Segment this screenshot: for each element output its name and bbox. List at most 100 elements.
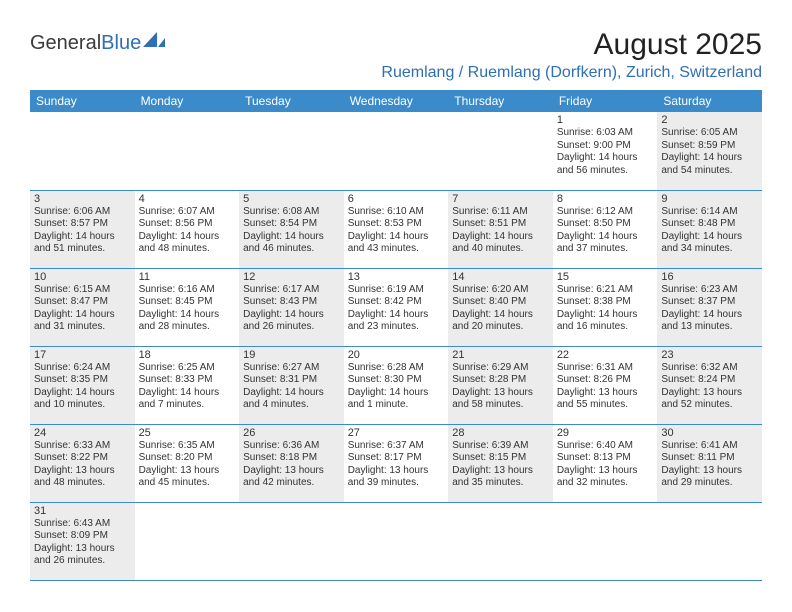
sunrise-line: Sunrise: 6:12 AM	[557, 206, 654, 219]
location-subtitle: Ruemlang / Ruemlang (Dorfkern), Zurich, …	[381, 64, 762, 82]
calendar-cell: 3Sunrise: 6:06 AMSunset: 8:57 PMDaylight…	[30, 190, 135, 268]
daylight-line: and 52 minutes.	[661, 399, 758, 412]
calendar-cell	[448, 502, 553, 580]
daylight-line: Daylight: 14 hours	[661, 309, 758, 322]
daylight-line: Daylight: 14 hours	[452, 309, 549, 322]
calendar-cell: 15Sunrise: 6:21 AMSunset: 8:38 PMDayligh…	[553, 268, 658, 346]
daylight-line: Daylight: 14 hours	[557, 309, 654, 322]
sunset-line: Sunset: 8:11 PM	[661, 452, 758, 465]
sunrise-line: Sunrise: 6:36 AM	[243, 440, 340, 453]
day-number: 31	[34, 505, 131, 517]
day-number: 12	[243, 271, 340, 283]
sunrise-line: Sunrise: 6:23 AM	[661, 284, 758, 297]
daylight-line: Daylight: 13 hours	[34, 543, 131, 556]
calendar-table: Sunday Monday Tuesday Wednesday Thursday…	[30, 90, 762, 581]
daylight-line: Daylight: 14 hours	[34, 387, 131, 400]
sunset-line: Sunset: 8:51 PM	[452, 218, 549, 231]
sunrise-line: Sunrise: 6:06 AM	[34, 206, 131, 219]
calendar-row: 24Sunrise: 6:33 AMSunset: 8:22 PMDayligh…	[30, 424, 762, 502]
sunrise-line: Sunrise: 6:37 AM	[348, 440, 445, 453]
sunrise-line: Sunrise: 6:41 AM	[661, 440, 758, 453]
calendar-cell: 19Sunrise: 6:27 AMSunset: 8:31 PMDayligh…	[239, 346, 344, 424]
logo-text-general: General	[30, 32, 101, 55]
daylight-line: and 45 minutes.	[139, 477, 236, 490]
calendar-cell	[239, 112, 344, 190]
page-title: August 2025	[381, 28, 762, 62]
calendar-cell: 26Sunrise: 6:36 AMSunset: 8:18 PMDayligh…	[239, 424, 344, 502]
sunrise-line: Sunrise: 6:28 AM	[348, 362, 445, 375]
calendar-cell: 24Sunrise: 6:33 AMSunset: 8:22 PMDayligh…	[30, 424, 135, 502]
daylight-line: and 48 minutes.	[34, 477, 131, 490]
calendar-cell: 21Sunrise: 6:29 AMSunset: 8:28 PMDayligh…	[448, 346, 553, 424]
day-number: 4	[139, 193, 236, 205]
calendar-cell: 23Sunrise: 6:32 AMSunset: 8:24 PMDayligh…	[657, 346, 762, 424]
sunset-line: Sunset: 8:22 PM	[34, 452, 131, 465]
sunrise-line: Sunrise: 6:24 AM	[34, 362, 131, 375]
day-number: 23	[661, 349, 758, 361]
daylight-line: and 55 minutes.	[557, 399, 654, 412]
calendar-cell: 10Sunrise: 6:15 AMSunset: 8:47 PMDayligh…	[30, 268, 135, 346]
title-block: August 2025 Ruemlang / Ruemlang (Dorfker…	[381, 28, 762, 82]
day-number: 14	[452, 271, 549, 283]
sunset-line: Sunset: 8:57 PM	[34, 218, 131, 231]
daylight-line: Daylight: 14 hours	[243, 309, 340, 322]
day-number: 15	[557, 271, 654, 283]
calendar-cell	[30, 112, 135, 190]
calendar-cell: 8Sunrise: 6:12 AMSunset: 8:50 PMDaylight…	[553, 190, 658, 268]
daylight-line: Daylight: 13 hours	[348, 465, 445, 478]
sunset-line: Sunset: 8:33 PM	[139, 374, 236, 387]
sunset-line: Sunset: 9:00 PM	[557, 140, 654, 153]
day-number: 29	[557, 427, 654, 439]
daylight-line: Daylight: 14 hours	[348, 231, 445, 244]
daylight-line: and 43 minutes.	[348, 243, 445, 256]
logo-sail-icon	[143, 31, 165, 55]
calendar-cell: 7Sunrise: 6:11 AMSunset: 8:51 PMDaylight…	[448, 190, 553, 268]
calendar-cell: 14Sunrise: 6:20 AMSunset: 8:40 PMDayligh…	[448, 268, 553, 346]
sunset-line: Sunset: 8:48 PM	[661, 218, 758, 231]
sunset-line: Sunset: 8:20 PM	[139, 452, 236, 465]
sunset-line: Sunset: 8:43 PM	[243, 296, 340, 309]
calendar-cell: 20Sunrise: 6:28 AMSunset: 8:30 PMDayligh…	[344, 346, 449, 424]
daylight-line: Daylight: 13 hours	[557, 465, 654, 478]
day-number: 18	[139, 349, 236, 361]
daylight-line: Daylight: 13 hours	[243, 465, 340, 478]
sunrise-line: Sunrise: 6:33 AM	[34, 440, 131, 453]
sunset-line: Sunset: 8:56 PM	[139, 218, 236, 231]
daylight-line: Daylight: 14 hours	[348, 387, 445, 400]
daylight-line: and 48 minutes.	[139, 243, 236, 256]
daylight-line: and 56 minutes.	[557, 165, 654, 178]
day-number: 22	[557, 349, 654, 361]
calendar-row: 31Sunrise: 6:43 AMSunset: 8:09 PMDayligh…	[30, 502, 762, 580]
daylight-line: and 54 minutes.	[661, 165, 758, 178]
daylight-line: and 29 minutes.	[661, 477, 758, 490]
sunrise-line: Sunrise: 6:10 AM	[348, 206, 445, 219]
calendar-cell: 6Sunrise: 6:10 AMSunset: 8:53 PMDaylight…	[344, 190, 449, 268]
daylight-line: Daylight: 14 hours	[243, 231, 340, 244]
calendar-cell	[135, 112, 240, 190]
calendar-cell: 27Sunrise: 6:37 AMSunset: 8:17 PMDayligh…	[344, 424, 449, 502]
calendar-row: 10Sunrise: 6:15 AMSunset: 8:47 PMDayligh…	[30, 268, 762, 346]
sunrise-line: Sunrise: 6:17 AM	[243, 284, 340, 297]
sunrise-line: Sunrise: 6:14 AM	[661, 206, 758, 219]
sunset-line: Sunset: 8:24 PM	[661, 374, 758, 387]
sunset-line: Sunset: 8:40 PM	[452, 296, 549, 309]
day-number: 26	[243, 427, 340, 439]
dayname-friday: Friday	[553, 90, 658, 112]
day-number: 2	[661, 114, 758, 126]
sunset-line: Sunset: 8:31 PM	[243, 374, 340, 387]
daylight-line: Daylight: 14 hours	[452, 231, 549, 244]
daylight-line: Daylight: 14 hours	[557, 231, 654, 244]
day-number: 17	[34, 349, 131, 361]
daylight-line: Daylight: 14 hours	[139, 309, 236, 322]
sunset-line: Sunset: 8:50 PM	[557, 218, 654, 231]
calendar-cell	[135, 502, 240, 580]
calendar-row: 1Sunrise: 6:03 AMSunset: 9:00 PMDaylight…	[30, 112, 762, 190]
day-number: 19	[243, 349, 340, 361]
dayname-wednesday: Wednesday	[344, 90, 449, 112]
daylight-line: Daylight: 14 hours	[243, 387, 340, 400]
sunset-line: Sunset: 8:42 PM	[348, 296, 445, 309]
day-number: 21	[452, 349, 549, 361]
daylight-line: and 39 minutes.	[348, 477, 445, 490]
daylight-line: and 58 minutes.	[452, 399, 549, 412]
day-number: 25	[139, 427, 236, 439]
